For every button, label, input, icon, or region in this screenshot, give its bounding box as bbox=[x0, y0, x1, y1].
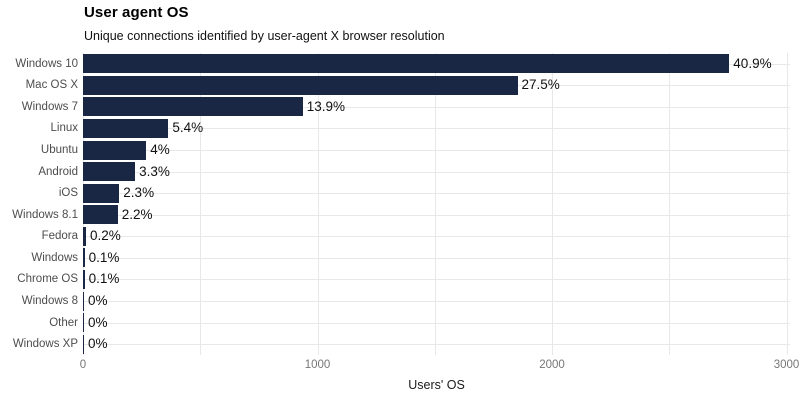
bar-ios bbox=[83, 183, 120, 203]
bar-windows-xp bbox=[83, 334, 84, 354]
horizontal-gridline bbox=[83, 257, 790, 259]
bar-row: 4% bbox=[83, 139, 790, 161]
y-axis-labels: Windows 10 Mac OS X Windows 7 Linux Ubuntu An… bbox=[0, 53, 78, 355]
bar-row: 0% bbox=[83, 312, 790, 334]
vertical-gridline bbox=[83, 53, 84, 355]
horizontal-gridline bbox=[83, 344, 790, 346]
bar-value-label: 40.9% bbox=[733, 55, 772, 71]
bar-value-label: 0% bbox=[88, 293, 108, 309]
bar-value-label: 4% bbox=[150, 142, 170, 158]
bar-row: 2.2% bbox=[83, 204, 790, 226]
horizontal-gridline bbox=[83, 106, 790, 108]
bar-windows-8-1 bbox=[83, 205, 118, 225]
bar-value-label: 0.1% bbox=[88, 250, 120, 266]
chart-subtitle: Unique connections identified by user-ag… bbox=[84, 29, 445, 43]
x-tick-label: 2000 bbox=[539, 359, 565, 371]
horizontal-gridline bbox=[83, 150, 790, 152]
horizontal-gridline bbox=[83, 171, 790, 173]
bar-row: 0% bbox=[83, 333, 790, 355]
category-label: Windows 8.1 bbox=[12, 208, 78, 221]
bar-fedora bbox=[83, 226, 86, 246]
bar-value-label: 27.5% bbox=[521, 77, 560, 93]
bar-windows-7 bbox=[83, 97, 303, 117]
bar-value-label: 0% bbox=[88, 314, 108, 330]
horizontal-gridline bbox=[83, 301, 790, 303]
bar-value-label: 5.4% bbox=[172, 120, 204, 136]
bar-row: 13.9% bbox=[83, 96, 790, 118]
horizontal-gridline bbox=[83, 128, 790, 130]
bar-row: 5.4% bbox=[83, 118, 790, 140]
category-label: Ubuntu bbox=[40, 144, 78, 157]
category-label: Windows 7 bbox=[21, 100, 78, 113]
horizontal-gridline bbox=[83, 214, 790, 216]
x-tick-label: 0 bbox=[79, 359, 87, 371]
category-label: Mac OS X bbox=[25, 79, 78, 92]
bar-value-label: 2.2% bbox=[121, 206, 153, 222]
bar-value-label: 13.9% bbox=[306, 99, 345, 115]
bar-value-label: 2.3% bbox=[123, 185, 155, 201]
bar-value-label: 0.2% bbox=[90, 228, 121, 244]
bar-row: 40.9% bbox=[83, 53, 790, 75]
category-label: Windows 10 bbox=[15, 57, 78, 70]
category-label: Android bbox=[38, 165, 78, 178]
bar-ubuntu bbox=[83, 140, 147, 160]
bar-other bbox=[83, 313, 84, 333]
vertical-gridline bbox=[669, 53, 671, 355]
category-label: Fedora bbox=[41, 230, 78, 243]
x-tick-label: 1000 bbox=[304, 359, 331, 371]
horizontal-gridline bbox=[83, 279, 790, 281]
category-label: Chrome OS bbox=[17, 273, 78, 286]
bar-row: 0.1% bbox=[83, 247, 790, 269]
chart-title: User agent OS bbox=[84, 4, 189, 21]
bar-windows bbox=[83, 248, 85, 268]
category-label: Linux bbox=[50, 122, 79, 135]
category-label: iOS bbox=[58, 187, 78, 200]
vertical-gridline bbox=[200, 53, 202, 355]
bar-row: 2.3% bbox=[83, 182, 790, 204]
bar-android bbox=[83, 162, 136, 182]
category-label: Other bbox=[49, 316, 78, 329]
category-label: Windows bbox=[31, 251, 78, 264]
bar-linux bbox=[83, 118, 169, 138]
bar-row: 0% bbox=[83, 290, 790, 312]
bar-value-label: 3.3% bbox=[139, 163, 170, 179]
vertical-gridline bbox=[786, 53, 788, 355]
horizontal-gridline bbox=[83, 193, 790, 195]
bar-row: 27.5% bbox=[83, 75, 790, 97]
x-axis-ticks: 0 1000 2000 3000 bbox=[79, 359, 800, 373]
horizontal-gridline bbox=[83, 236, 790, 238]
bar-chrome-os bbox=[83, 269, 85, 289]
bar-value-label: 0% bbox=[88, 336, 108, 352]
bar-row: 0.2% bbox=[83, 226, 790, 248]
bar-value-label: 0.1% bbox=[88, 271, 120, 287]
bar-windows-8 bbox=[83, 291, 84, 311]
category-label: Windows 8 bbox=[21, 295, 78, 308]
vertical-gridline bbox=[552, 53, 553, 355]
x-axis-title: Users' OS bbox=[408, 378, 465, 392]
bar-row: 0.1% bbox=[83, 269, 790, 291]
horizontal-gridline bbox=[83, 322, 790, 324]
bar-mac-os-x bbox=[83, 75, 518, 95]
bar-row: 3.3% bbox=[83, 161, 790, 183]
vertical-gridline bbox=[317, 53, 319, 355]
x-tick-label: 3000 bbox=[773, 359, 800, 371]
plot-area: 40.9% 27.5% 13.9% 5.4% 4% 3.3% 2.3% 2.2% 0.2% 0.1… bbox=[83, 53, 790, 355]
bar-windows-10 bbox=[83, 54, 730, 74]
vertical-gridline bbox=[434, 53, 436, 355]
category-label: Windows XP bbox=[12, 338, 78, 351]
